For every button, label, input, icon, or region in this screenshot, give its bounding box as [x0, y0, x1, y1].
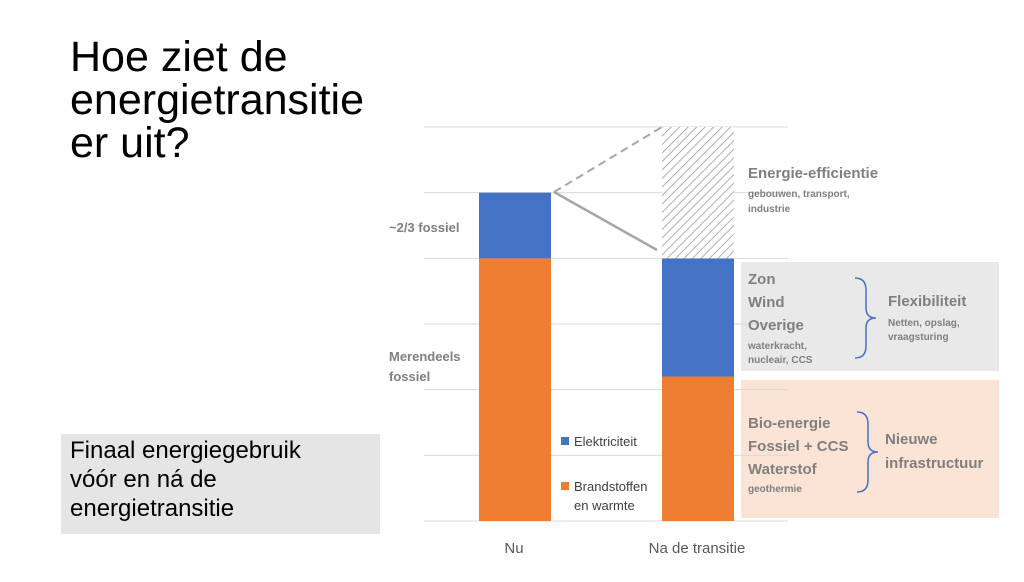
- mostly-fossil-label-line-1: Merendeels: [389, 349, 461, 364]
- caption-line-1: Finaal energiegebruik: [70, 437, 301, 464]
- slide-title: Hoe ziet de energietransitie er uit?: [70, 36, 364, 165]
- fossil-share-label: ~2/3 fossiel: [389, 220, 459, 235]
- slide-title-line-1: Hoe ziet de: [70, 33, 288, 81]
- caption-line-3: energietransitie: [70, 495, 235, 522]
- x-tick-label-nu: Nu: [504, 540, 523, 557]
- renewables-subtitle-line-2: nucleair, CCS: [748, 355, 813, 366]
- x-tick-label-na-de-transitie: Na de transitie: [649, 540, 746, 557]
- efficiency-title: Energie-efficientie: [748, 165, 878, 182]
- renewables-item-wind: Wind: [748, 294, 785, 311]
- new-infra-title-line-1: Nieuwe: [885, 431, 938, 448]
- efficiency-subtitle-line-2: industrie: [748, 204, 791, 215]
- flexibility-subtitle-line-1: Netten, opslag,: [888, 318, 960, 329]
- infrastructure-brace: [856, 411, 879, 493]
- renewables-item-overige: Overige: [748, 317, 804, 334]
- caption-background: [61, 434, 380, 534]
- renewables-item-zon: Zon: [748, 271, 776, 288]
- connector-solid-line: [553, 190, 658, 252]
- fuels-future-subtitle: geothermie: [748, 484, 802, 495]
- flexibility-subtitle-line-2: vraagsturing: [888, 332, 949, 343]
- bar-efficiency-savings-hatched: [662, 127, 734, 259]
- caption-line-2: vóór en ná de: [70, 466, 217, 493]
- legend-label-fuels-line-1: Brandstoffen: [574, 479, 647, 494]
- flexibility-title: Flexibiliteit: [888, 293, 966, 310]
- renewables-subtitle-line-1: waterkracht,: [747, 341, 807, 352]
- connector-dashed-line: [553, 126, 663, 193]
- bar-fuels-heat-nu: [479, 258, 551, 521]
- bars: [479, 127, 734, 521]
- legend-swatch-electricity: [561, 437, 569, 445]
- caption-text: Finaal energiegebruik vóór en ná de ener…: [70, 436, 301, 523]
- bar-electricity-na-de-transitie: [662, 258, 734, 377]
- legend-label-fuels-line-2: en warmte: [574, 498, 635, 513]
- fuels-future-item-bio-energie: Bio-energie: [748, 415, 831, 432]
- bar-electricity-nu: [479, 192, 551, 259]
- fuels-future-item-fossiel-ccs: Fossiel + CCS: [748, 438, 848, 455]
- legend-label-electricity: Elektriciteit: [574, 434, 637, 449]
- legend-swatch-fuels: [561, 482, 569, 490]
- slide-title-line-2: energietransitie: [70, 76, 365, 124]
- fuels-future-item-waterstof: Waterstof: [748, 461, 818, 478]
- mostly-fossil-label-line-2: fossiel: [389, 369, 430, 384]
- slide-title-line-3: er uit?: [70, 119, 190, 167]
- bar-fuels-heat-na-de-transitie: [662, 376, 734, 521]
- efficiency-subtitle-line-1: gebouwen, transport,: [748, 189, 850, 200]
- flexibility-brace: [854, 277, 877, 359]
- new-infra-title-line-2: infrastructuur: [885, 455, 984, 472]
